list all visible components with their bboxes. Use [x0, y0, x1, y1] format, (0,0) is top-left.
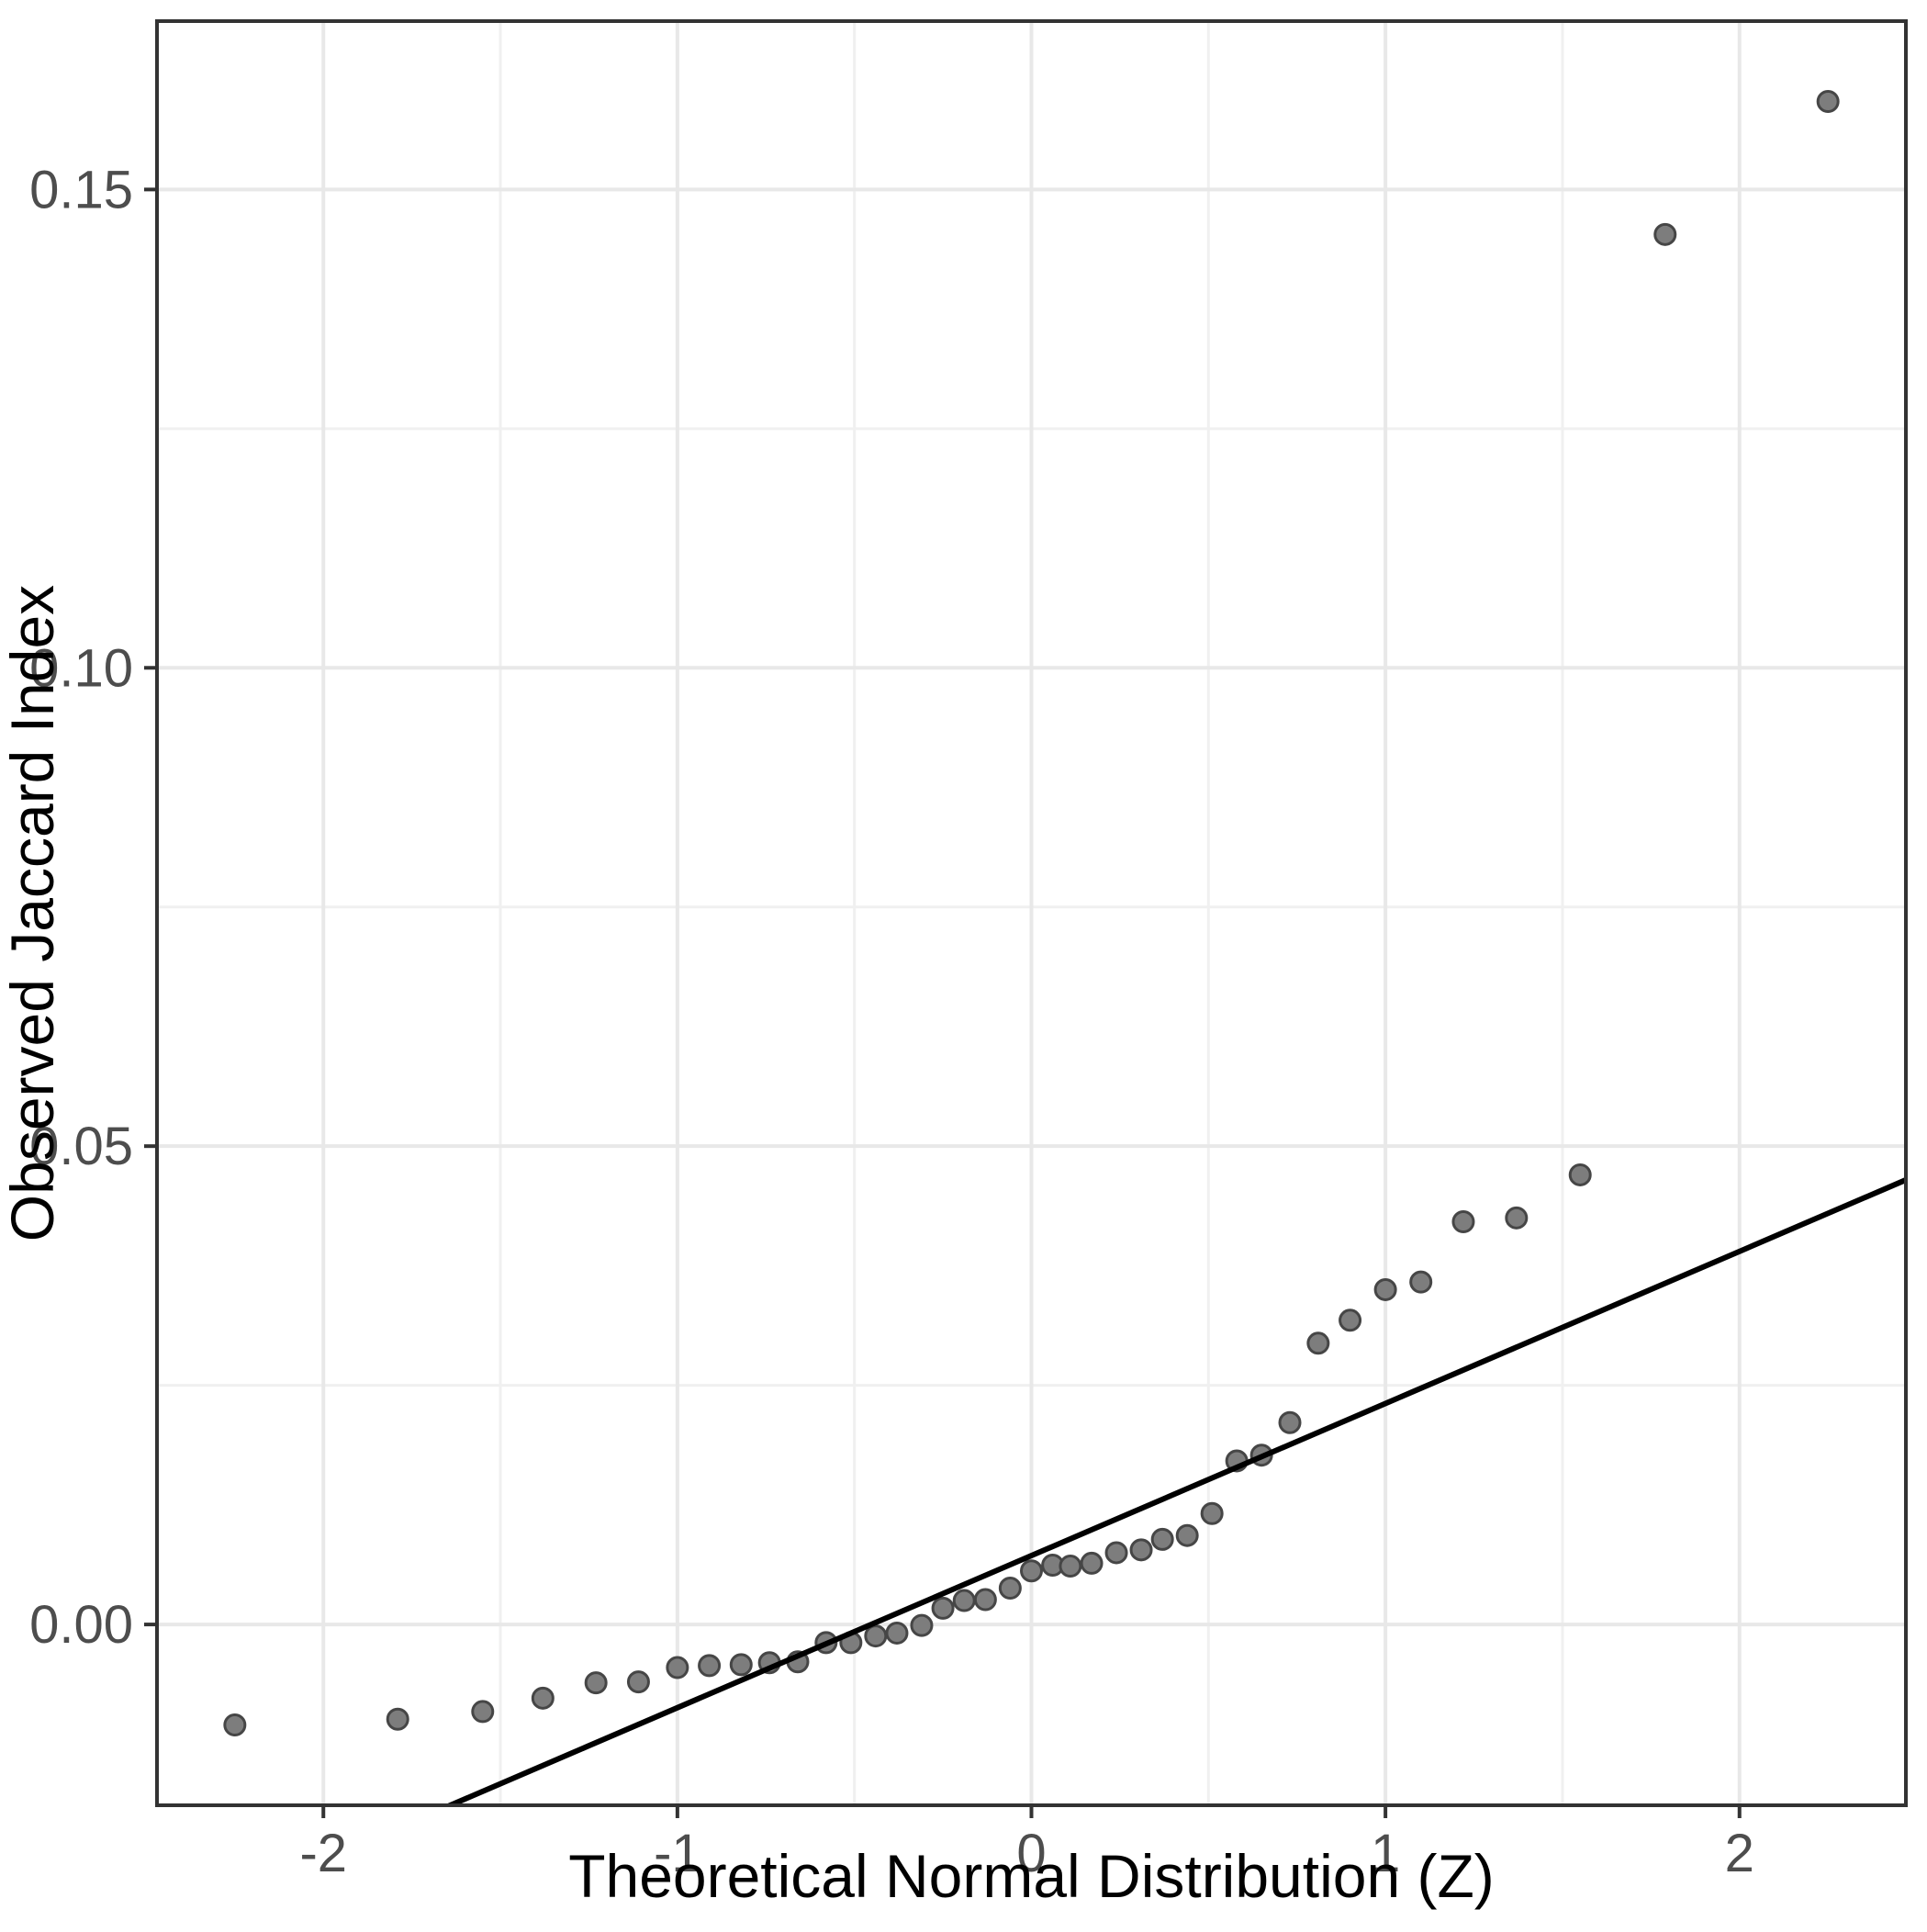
x-tick-label: 2	[1725, 1824, 1754, 1883]
axis-tick-marks	[144, 187, 1742, 1818]
major-gridlines	[157, 21, 1906, 1805]
data-point	[1020, 1559, 1043, 1583]
data-point	[864, 1624, 888, 1648]
data-point	[1339, 1309, 1362, 1332]
data-point	[1409, 1270, 1433, 1294]
data-point	[1306, 1331, 1330, 1355]
data-point	[1150, 1527, 1174, 1551]
data-point	[1278, 1410, 1302, 1434]
data-point	[729, 1653, 753, 1677]
data-point	[910, 1613, 934, 1637]
data-point	[471, 1700, 495, 1724]
data-point	[998, 1577, 1022, 1601]
data-point	[1451, 1209, 1475, 1233]
x-axis-title: Theoretical Normal Distribution (Z)	[568, 1842, 1495, 1910]
data-point	[1129, 1538, 1153, 1562]
data-point	[1653, 222, 1677, 246]
y-tick-label: 0.15	[29, 160, 133, 219]
data-point	[1080, 1551, 1104, 1575]
y-axis-title: Observed Jaccard Index	[0, 585, 66, 1241]
data-point	[1104, 1541, 1128, 1565]
data-point	[1059, 1555, 1082, 1578]
y-tick-label: 0.00	[29, 1595, 133, 1655]
data-point	[1200, 1501, 1224, 1525]
reference-line	[443, 1177, 1906, 1805]
x-tick-label: 0	[1016, 1824, 1046, 1883]
reference-line-group	[443, 1177, 1906, 1805]
y-tick-labels: 0.00 0.05 0.10 0.15	[29, 160, 133, 1655]
data-point	[626, 1670, 650, 1694]
data-point	[386, 1707, 409, 1731]
data-point	[698, 1654, 722, 1678]
x-tick-label: -2	[299, 1824, 347, 1883]
data-point	[885, 1621, 909, 1645]
data-point	[1816, 90, 1840, 114]
y-tick-label: 0.10	[29, 638, 133, 698]
x-tick-label: 1	[1371, 1824, 1400, 1883]
data-point	[1568, 1163, 1592, 1186]
data-point	[1373, 1277, 1397, 1301]
data-point	[931, 1596, 955, 1620]
data-point	[531, 1686, 555, 1710]
x-tick-labels: -2 -1 0 1 2	[299, 1824, 1753, 1883]
data-point	[952, 1589, 976, 1612]
x-tick-label: -1	[654, 1824, 701, 1883]
data-point	[1175, 1523, 1199, 1547]
data-point	[973, 1588, 997, 1612]
data-point	[223, 1713, 247, 1736]
data-point	[584, 1671, 608, 1695]
data-point	[666, 1656, 689, 1679]
data-point	[1505, 1206, 1529, 1230]
scatter-points	[223, 90, 1840, 1736]
y-tick-label: 0.05	[29, 1117, 133, 1176]
